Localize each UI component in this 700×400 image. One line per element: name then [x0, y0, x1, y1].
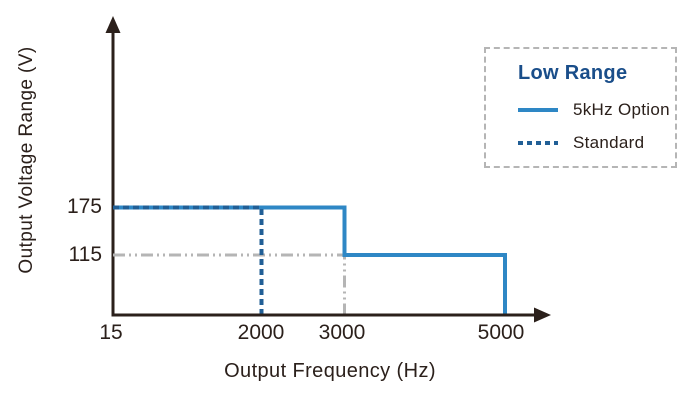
legend-item-standard: Standard — [518, 133, 665, 153]
x-axis-arrow-icon — [534, 307, 551, 323]
legend: Low Range 5kHz Option Standard — [484, 47, 677, 168]
legend-item-label: 5kHz Option — [573, 100, 670, 119]
x-axis-title: Output Frequency (Hz) — [224, 360, 436, 382]
y-axis-title: Output Voltage Range (V) — [16, 46, 37, 274]
x-tick-2000: 2000 — [237, 321, 285, 344]
solid-line-swatch-icon — [518, 108, 558, 112]
x-tick-5000: 5000 — [477, 321, 525, 344]
dashed-line-swatch-icon — [518, 141, 558, 145]
series-5khz-option — [113, 205, 507, 314]
legend-item-label: Standard — [573, 133, 645, 152]
y-axis-arrow-icon — [105, 16, 121, 33]
y-tick-175: 175 — [66, 195, 102, 218]
x-tick-3000: 3000 — [318, 321, 366, 344]
x-tick-15: 15 — [99, 321, 123, 344]
legend-item-5khz-option: 5kHz Option — [518, 100, 670, 120]
axes — [105, 16, 551, 323]
series-lines — [113, 205, 507, 314]
series-115-v-reference-guide — [113, 253, 346, 314]
series-standard — [113, 205, 264, 314]
y-tick-115: 115 — [68, 243, 102, 266]
legend-title: Low Range — [518, 62, 628, 84]
